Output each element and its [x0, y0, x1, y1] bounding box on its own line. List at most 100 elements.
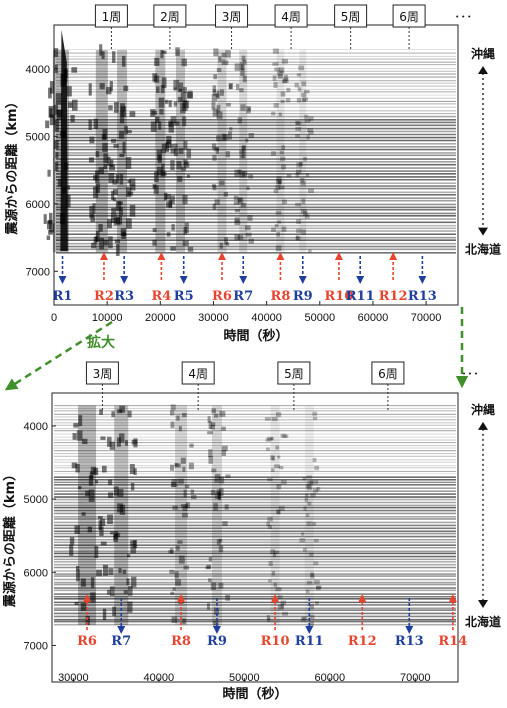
burst-mark [267, 478, 273, 482]
burst-mark [266, 614, 271, 621]
burst-mark [111, 138, 117, 143]
burst-mark [178, 147, 184, 154]
burst-mark [310, 573, 315, 579]
burst-mark [212, 185, 217, 191]
range-arrowhead-down [478, 600, 488, 609]
burst-mark [102, 608, 107, 621]
burst-mark [88, 475, 94, 486]
burst-mark [205, 566, 211, 570]
y-tick-label: 6000 [24, 567, 48, 579]
burst-mark [273, 550, 280, 554]
burst-mark [173, 79, 180, 90]
burst-mark [93, 467, 99, 476]
burst-mark [127, 179, 131, 183]
burst-mark [48, 106, 54, 118]
burst-mark [68, 102, 73, 108]
burst-mark [216, 539, 221, 545]
range-arrowhead-up [478, 66, 488, 75]
burst-mark [114, 102, 119, 113]
burst-mark [151, 110, 157, 115]
burst-mark [108, 479, 113, 486]
burst-mark [296, 169, 302, 175]
burst-mark [177, 88, 183, 93]
burst-mark [95, 480, 99, 484]
burst-mark [296, 228, 302, 234]
burst-mark [301, 81, 307, 87]
burst-mark [272, 75, 277, 81]
burst-mark [241, 55, 246, 62]
burst-mark [182, 194, 188, 205]
burst-mark [118, 567, 122, 574]
burst-mark [75, 463, 80, 473]
burst-mark [237, 235, 244, 240]
burst-mark [276, 232, 281, 237]
reflection-label: R2 [94, 289, 114, 304]
burst-mark [160, 85, 165, 94]
burst-mark [113, 486, 119, 496]
burst-mark [278, 180, 282, 185]
burst-mark [312, 416, 318, 421]
burst-mark [271, 151, 277, 156]
burst-mark [161, 77, 167, 89]
burst-mark [74, 601, 79, 606]
burst-mark [187, 92, 193, 99]
burst-mark [107, 219, 112, 229]
burst-mark [277, 180, 282, 185]
burst-mark [158, 97, 165, 108]
burst-mark [239, 150, 244, 155]
reflection-label: R9 [207, 634, 227, 649]
side-label-bottom: 北海道 [465, 614, 501, 629]
burst-mark [170, 548, 174, 554]
burst-mark [275, 178, 282, 185]
burst-mark [306, 485, 313, 490]
burst-mark [166, 135, 172, 145]
burst-mark [267, 436, 273, 441]
burst-mark [76, 430, 83, 441]
burst-mark [49, 114, 56, 126]
burst-mark [47, 169, 51, 177]
burst-mark [54, 140, 59, 150]
burst-mark [48, 229, 53, 235]
burst-mark [88, 83, 92, 96]
burst-mark [244, 225, 251, 231]
burst-mark [312, 457, 317, 463]
burst-mark [264, 417, 271, 421]
burst-mark [184, 485, 190, 489]
x-tick-label: 20000 [145, 312, 176, 324]
burst-mark [211, 468, 217, 473]
x-tick-label: 30000 [58, 672, 89, 684]
burst-mark [74, 525, 80, 534]
burst-mark [211, 93, 218, 102]
burst-mark [129, 463, 135, 475]
burst-mark [226, 103, 231, 107]
burst-mark [277, 510, 281, 515]
burst-mark [275, 184, 281, 190]
burst-mark [119, 433, 125, 443]
burst-mark [308, 188, 315, 193]
burst-mark [241, 171, 248, 177]
burst-mark [219, 242, 223, 249]
burst-column [299, 49, 307, 253]
reflection-label: R5 [174, 289, 194, 304]
burst-mark [305, 589, 310, 594]
burst-mark [278, 506, 285, 512]
burst-mark [184, 503, 188, 509]
burst-mark [211, 143, 217, 150]
burst-mark [210, 489, 216, 496]
burst-mark [72, 433, 77, 440]
burst-mark [276, 412, 282, 417]
burst-mark [218, 545, 224, 553]
burst-mark [180, 92, 187, 103]
burst-mark [273, 82, 278, 88]
seismic-traces [56, 48, 456, 254]
burst-mark [214, 199, 220, 206]
burst-mark [274, 224, 279, 228]
burst-mark [152, 228, 157, 233]
burst-mark [270, 549, 276, 555]
burst-mark [99, 83, 105, 90]
burst-mark [233, 201, 240, 205]
y-tick-label: 7000 [26, 266, 50, 278]
burst-mark [93, 118, 99, 130]
burst-mark [247, 215, 253, 221]
burst-mark [294, 82, 299, 88]
